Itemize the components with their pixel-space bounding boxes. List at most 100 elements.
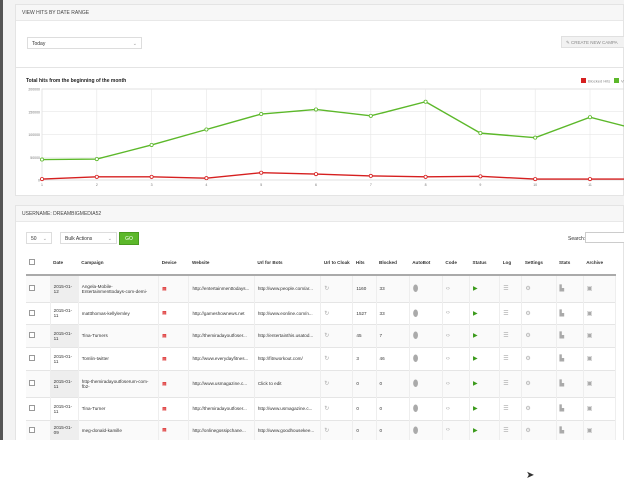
bar-chart-icon[interactable]: ▙	[559, 381, 565, 387]
android-icon[interactable]: ⬮	[412, 330, 419, 340]
play-icon[interactable]: ▶	[473, 381, 478, 387]
archive-icon[interactable]: ▣	[586, 333, 593, 339]
code-icon[interactable]: ‹›	[445, 380, 450, 387]
code-icon[interactable]: ‹›	[445, 355, 450, 362]
campaign-cell[interactable]: mattthomas-kellylemley	[78, 301, 160, 324]
android-icon[interactable]: ⬮	[412, 378, 419, 388]
log-icon[interactable]: ☰	[503, 356, 509, 362]
website-cell[interactable]: http://onlinegossipchane...	[188, 419, 255, 440]
url-for-bots-cell[interactable]: http://www.people.com/ar...	[254, 274, 322, 302]
column-header-url-to-cloak[interactable]: Url to Cloak	[320, 250, 353, 276]
url-for-bots-cell[interactable]: http://fitnworkout.com/	[254, 346, 322, 370]
column-header-website[interactable]: Website	[188, 250, 255, 276]
website-cell[interactable]: http://entertainmenttodays...	[188, 274, 255, 302]
campaign-cell[interactable]: Tomlin-twitter	[78, 346, 160, 370]
play-icon[interactable]: ▶	[473, 286, 478, 293]
column-header-blocked[interactable]: Blocked	[376, 250, 410, 276]
refresh-icon[interactable]: ↻	[324, 310, 330, 317]
row-checkbox[interactable]	[29, 380, 35, 386]
code-icon[interactable]: ‹›	[445, 405, 450, 412]
gear-icon[interactable]: ⚙	[525, 427, 531, 434]
url-for-bots-cell[interactable]: http://www.usmagazine.c...	[254, 396, 322, 420]
url-for-bots-cell[interactable]: http://www.goodhousekee...	[254, 419, 322, 440]
go-button[interactable]: GO	[119, 232, 139, 245]
bar-chart-icon[interactable]: ▙	[559, 406, 565, 412]
bulk-actions-select[interactable]: Bulk Actions ⌄	[60, 232, 117, 244]
log-icon[interactable]: ☰	[503, 427, 509, 434]
gear-icon[interactable]: ⚙	[525, 310, 531, 317]
search-input[interactable]	[585, 232, 624, 243]
column-header-hits[interactable]: Hits	[352, 250, 377, 276]
refresh-icon[interactable]: ↻	[324, 356, 330, 362]
select-all-checkbox[interactable]	[29, 258, 35, 265]
website-cell[interactable]: http://themiradayoutfoser...	[188, 323, 255, 347]
android-icon[interactable]: ⬮	[412, 424, 419, 435]
bar-chart-icon[interactable]: ▙	[559, 333, 565, 339]
campaign-cell[interactable]: Tina-Turner	[78, 396, 160, 420]
bar-chart-icon[interactable]: ▙	[559, 356, 565, 362]
log-icon[interactable]: ☰	[503, 381, 509, 387]
row-checkbox[interactable]	[29, 426, 35, 433]
column-header-code[interactable]: Code	[442, 250, 470, 276]
gear-icon[interactable]: ⚙	[525, 381, 531, 387]
code-icon[interactable]: ‹›	[445, 285, 450, 292]
website-cell[interactable]: http://www.everydayfitnes...	[188, 346, 255, 370]
campaign-cell[interactable]: meg-donald-kamille	[78, 419, 160, 440]
android-icon[interactable]: ⬮	[412, 307, 419, 318]
url-for-bots-cell[interactable]: http://www.eonline.com/n...	[254, 301, 322, 324]
gear-icon[interactable]: ⚙	[525, 286, 531, 293]
archive-icon[interactable]: ▣	[586, 406, 593, 412]
column-header-settings[interactable]: Settings	[521, 250, 557, 276]
refresh-icon[interactable]: ↻	[324, 406, 330, 412]
column-header-campaign[interactable]: Campaign	[78, 250, 159, 276]
campaign-cell[interactable]: Tina-Turners	[78, 323, 160, 347]
play-icon[interactable]: ▶	[473, 427, 478, 434]
archive-icon[interactable]: ▣	[586, 310, 593, 317]
refresh-icon[interactable]: ↻	[324, 333, 330, 339]
log-icon[interactable]: ☰	[503, 406, 509, 412]
log-icon[interactable]: ☰	[503, 310, 509, 317]
column-header-archive[interactable]: Archive	[583, 250, 616, 276]
archive-icon[interactable]: ▣	[586, 286, 593, 293]
archive-icon[interactable]: ▣	[586, 356, 593, 362]
column-header-autobot[interactable]: AutoBot	[409, 250, 443, 276]
column-header-log[interactable]: Log	[499, 250, 522, 276]
row-checkbox[interactable]	[29, 355, 35, 361]
column-header-url-for-bots[interactable]: Url for Bots	[254, 250, 321, 276]
code-icon[interactable]: ‹›	[445, 427, 450, 434]
column-header-device[interactable]: Device	[158, 250, 189, 276]
refresh-icon[interactable]: ↻	[324, 381, 330, 387]
refresh-icon[interactable]: ↻	[324, 286, 330, 293]
log-icon[interactable]: ☰	[503, 333, 509, 339]
bar-chart-icon[interactable]: ▙	[559, 286, 565, 293]
archive-icon[interactable]: ▣	[586, 381, 593, 387]
archive-icon[interactable]: ▣	[586, 427, 593, 434]
column-header-date[interactable]: Date	[50, 250, 79, 276]
row-checkbox[interactable]	[29, 309, 35, 316]
play-icon[interactable]: ▶	[473, 356, 478, 362]
code-icon[interactable]: ‹›	[445, 310, 450, 316]
play-icon[interactable]: ▶	[473, 406, 478, 412]
gear-icon[interactable]: ⚙	[525, 333, 531, 339]
date-range-select[interactable]: Today ⌄	[27, 37, 142, 49]
row-checkbox[interactable]	[29, 332, 35, 338]
column-header-status[interactable]: Status	[469, 250, 500, 276]
campaign-cell[interactable]: Angela-Mobile-Entertainmenttodays-com-de…	[78, 274, 160, 302]
create-campaign-button[interactable]: ✎ CREATE NEW CAMPA	[561, 36, 624, 48]
row-checkbox[interactable]	[29, 285, 35, 292]
play-icon[interactable]: ▶	[473, 310, 478, 317]
refresh-icon[interactable]: ↻	[324, 427, 330, 434]
column-header-stats[interactable]: Stats	[556, 250, 584, 276]
android-icon[interactable]: ⬮	[412, 403, 419, 413]
page-size-select[interactable]: 50 ⌄	[26, 232, 52, 244]
android-icon[interactable]: ⬮	[412, 353, 419, 363]
play-icon[interactable]: ▶	[473, 333, 478, 339]
website-cell[interactable]: http://www.usmagazine.c...	[188, 369, 255, 397]
url-for-bots-cell[interactable]: http://entertainthis.usatod...	[254, 323, 322, 347]
website-cell[interactable]: http://gameshownews.net	[188, 301, 255, 324]
url-for-bots-cell[interactable]: Click to edit	[254, 369, 322, 397]
bar-chart-icon[interactable]: ▙	[559, 310, 565, 317]
code-icon[interactable]: ‹›	[445, 332, 450, 339]
android-icon[interactable]: ⬮	[412, 283, 419, 294]
bar-chart-icon[interactable]: ▙	[559, 427, 565, 434]
